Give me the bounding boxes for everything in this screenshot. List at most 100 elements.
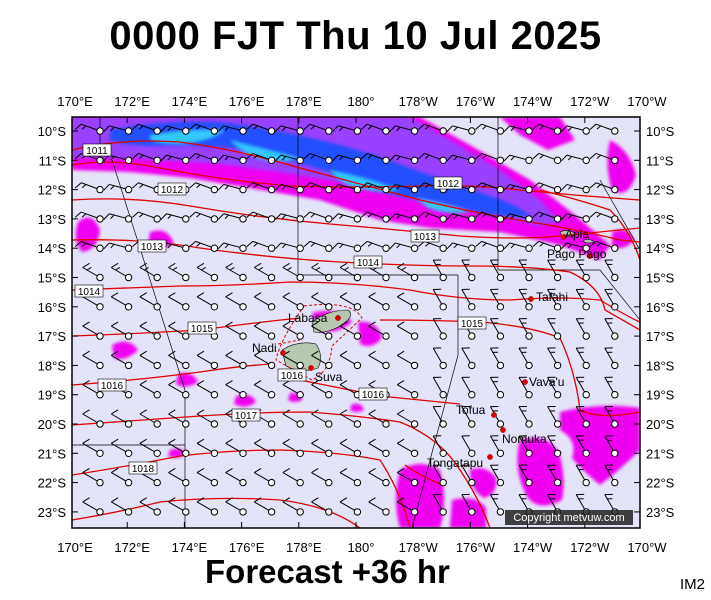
wind-barb [339, 409, 362, 428]
place-suva: Suva [308, 365, 343, 384]
wind-barb [360, 182, 390, 194]
lon-label-top: 174°E [172, 94, 208, 109]
wind-barb [332, 154, 362, 165]
wind-barb [446, 213, 476, 223]
lat-label-left: 23°S [38, 505, 67, 520]
wind-barb [461, 259, 476, 282]
svg-text:1012: 1012 [437, 179, 460, 190]
wind-barb [461, 347, 476, 370]
wind-barb [196, 468, 219, 487]
wind-barb [532, 152, 562, 165]
wind-barb [254, 468, 276, 487]
wind-barb [139, 262, 161, 282]
wind-barb [489, 347, 505, 370]
wind-barb [560, 213, 590, 223]
wind-barb [575, 259, 590, 282]
wind-barb [575, 464, 590, 487]
wind-barb [303, 240, 333, 252]
place-pago-pago: Pago Pago [547, 247, 607, 261]
wind-barb [139, 409, 161, 428]
lon-label-bottom: 170°E [57, 540, 93, 555]
wind-barb [254, 438, 276, 457]
wind-barb [139, 380, 161, 399]
wind-barb [589, 211, 619, 223]
vanua-levu-island [311, 309, 351, 333]
wind-barb [196, 350, 219, 370]
place-vava-u: Vava'u [522, 375, 564, 389]
axis-labels: 170°E 170°E 172°E 172°E 174°E 174°E 176°E 176°E… [38, 94, 675, 555]
wind-barb [547, 435, 562, 457]
wind-barb [168, 321, 190, 340]
wind-barb [518, 464, 533, 487]
wind-barb [489, 376, 505, 399]
wind-barb [475, 211, 505, 223]
wind-barb [339, 438, 362, 457]
wind-barb [282, 438, 304, 457]
wind-barb [604, 259, 619, 282]
place-tongatapu: Tongatapu [427, 454, 493, 470]
lat-label-right: 20°S [646, 417, 675, 432]
wind-barb [311, 497, 333, 516]
wind-barb [196, 292, 219, 311]
lon-label-top: 172°W [570, 94, 610, 109]
isobar-labels: 1011 1012 1012 1013 1013 1014 1014 1015 1015 1016… [74, 143, 487, 475]
wind-barb [168, 262, 190, 282]
wind-barb [489, 464, 505, 487]
wind-barb [196, 438, 219, 457]
lat-label-left: 21°S [38, 446, 67, 461]
wind-barb [111, 438, 133, 457]
isobar-label: 1012 [157, 182, 187, 196]
lat-label-right: 19°S [646, 388, 675, 403]
wind-barb [432, 493, 447, 516]
copyright-box: Copyright metvuw.com [505, 510, 633, 525]
wind-barb [397, 292, 419, 311]
wind-barb [311, 468, 333, 487]
wind-barb [547, 405, 562, 428]
wind-barb [339, 350, 362, 370]
wind-barb [503, 125, 533, 135]
wind-barb [360, 123, 390, 135]
wind-barb [575, 376, 590, 399]
wind-barb [189, 211, 219, 223]
lon-label-bottom: 178°E [286, 540, 322, 555]
fiji-border [275, 304, 363, 381]
wind-barb [282, 468, 304, 487]
wind-barb [332, 125, 362, 135]
wind-barb [254, 497, 276, 516]
rain-band-heavy [110, 121, 530, 217]
lat-label-left: 22°S [38, 476, 67, 491]
svg-text:1011: 1011 [86, 146, 108, 157]
wind-barb [518, 259, 533, 282]
wind-barb [532, 211, 562, 223]
lon-label-top: 174°W [513, 94, 553, 109]
wind-barb [360, 152, 390, 165]
wind-barb [475, 240, 505, 252]
place-markers: Apia Pago Pago Tafahi Labasa Nadi Suva Vava'u T… [252, 227, 607, 470]
wind-barb [111, 409, 133, 428]
lon-label-top: 180° [348, 94, 375, 109]
svg-text:1016: 1016 [362, 390, 385, 401]
wind-barb [418, 240, 447, 252]
wind-barb [111, 292, 133, 311]
wind-barb [368, 350, 390, 370]
wind-barb [418, 152, 447, 165]
wind-barb [274, 183, 304, 194]
wind-barb [160, 125, 190, 135]
lat-label-right: 16°S [646, 300, 675, 315]
wind-barb [397, 409, 419, 428]
lon-label-bottom: 176°W [456, 540, 496, 555]
wind-barb [589, 182, 619, 194]
wind-barb [604, 376, 619, 399]
isobar-label: 1012 [433, 176, 463, 190]
lon-label-top: 176°W [456, 94, 496, 109]
wind-barb [432, 464, 447, 487]
wind-barb [196, 497, 219, 516]
wind-barb [432, 435, 447, 457]
wind-barb [168, 468, 190, 487]
wind-barb [503, 242, 533, 252]
lon-label-top: 176°E [229, 94, 265, 109]
wind-barb [547, 347, 562, 370]
wind-barb [311, 409, 333, 428]
wind-barb [368, 409, 390, 428]
wind-barb [475, 123, 505, 135]
